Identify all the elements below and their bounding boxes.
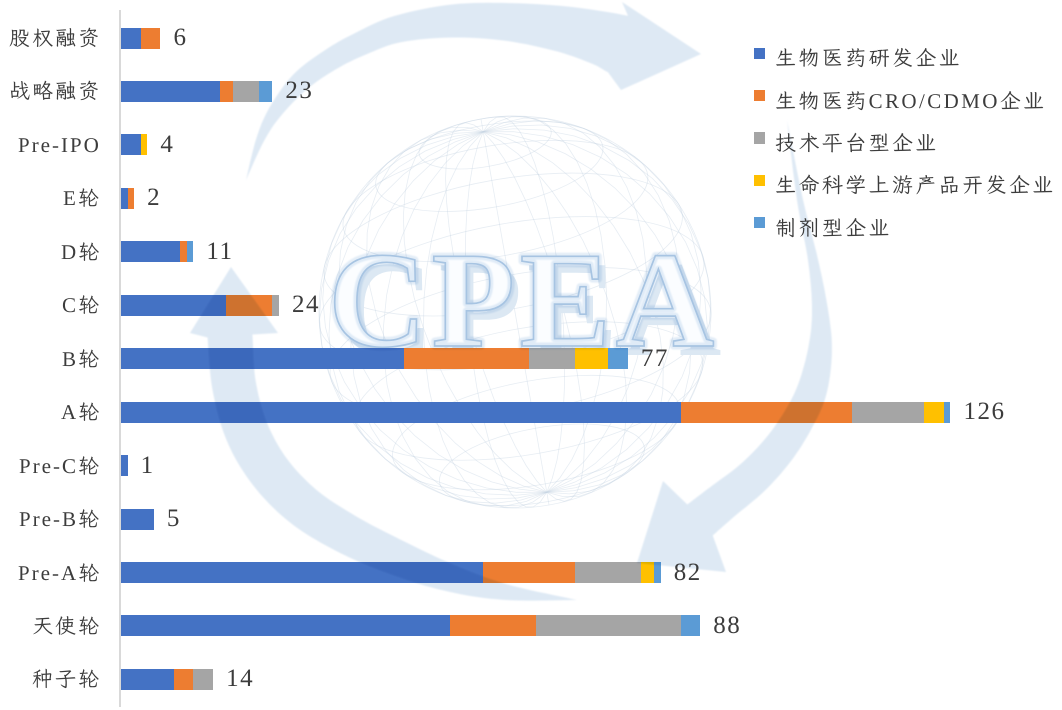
text-glyphs-path: [60, 402, 99, 422]
bar-segment: [575, 348, 609, 370]
text-glyphs: [18, 137, 99, 153]
value-label: 23: [285, 77, 314, 105]
category-label: [62, 289, 99, 319]
category-label: [62, 343, 99, 373]
text-glyphs-path: [33, 616, 99, 635]
value-label: 88: [713, 611, 742, 639]
bar-segment: [193, 668, 214, 690]
value-label: 6: [173, 24, 188, 51]
bar-segment: [575, 562, 642, 583]
value-label: 1: [140, 451, 155, 479]
text-glyphs-path: [62, 348, 99, 368]
bar-segment: [121, 27, 141, 49]
bar-segment: [450, 615, 536, 637]
text-glyphs: [33, 616, 99, 635]
y-axis-line: [119, 9, 121, 707]
text-glyphs-path: [9, 27, 98, 48]
bar-segment: [535, 615, 681, 637]
bar-segment: [851, 401, 925, 423]
text-glyphs-path: [19, 509, 99, 529]
category-label: [9, 75, 99, 105]
bar-segment: [943, 401, 951, 423]
category-label: [18, 129, 99, 159]
category-label: [60, 396, 99, 426]
bar-segment: [121, 134, 141, 156]
value-label: 5: [166, 505, 181, 533]
value-label: 126: [963, 398, 1006, 426]
text-glyphs-path: [10, 80, 98, 101]
text-glyphs-path: [19, 455, 99, 475]
text-glyphs-path: [62, 295, 99, 315]
bar-segment: [121, 241, 181, 263]
value-label: 11: [206, 237, 234, 265]
bar-segment: [121, 668, 174, 690]
text-glyphs: [62, 348, 99, 368]
bar-segment: [608, 348, 628, 370]
bar-segment: [121, 80, 220, 102]
text-glyphs: [19, 509, 99, 529]
bar-segment: [121, 615, 451, 637]
value-label: 24: [291, 291, 320, 319]
bar-segment: [924, 401, 944, 423]
text-glyphs-path: [32, 669, 99, 689]
text-glyphs: [18, 562, 99, 582]
value-label: 4: [160, 130, 175, 158]
text-glyphs: [9, 27, 98, 48]
category-label: [32, 663, 99, 693]
value-label: 82: [673, 558, 702, 586]
text-glyphs: [19, 455, 99, 475]
bar-segment: [140, 27, 161, 49]
text-glyphs: [60, 402, 99, 422]
category-label: [19, 503, 99, 533]
category-label: [19, 450, 99, 480]
text-glyphs: [10, 80, 98, 101]
text-glyphs-path: [18, 137, 99, 153]
bar-segment: [186, 241, 194, 263]
bar-segment: [654, 562, 661, 583]
bar-segment: [140, 134, 148, 156]
text-glyphs: [62, 295, 99, 315]
value-label: 2: [147, 184, 162, 212]
bar-segment: [219, 80, 233, 102]
bar-segment: [127, 187, 135, 209]
value-label: 14: [226, 665, 255, 693]
bar-segment: [121, 508, 154, 530]
bar-segment: [173, 668, 194, 690]
category-label: [9, 22, 99, 52]
text-glyphs: [61, 242, 99, 261]
category-label: [18, 557, 99, 587]
text-glyphs: [32, 669, 99, 689]
bar-segment: [180, 241, 187, 263]
category-label: [63, 182, 99, 212]
value-label: 77: [640, 344, 669, 372]
text-glyphs-path: [61, 242, 99, 261]
text-glyphs-path: [63, 188, 99, 208]
bar-segment: [121, 187, 128, 209]
text-glyphs: [63, 188, 99, 208]
bar-segment: [680, 615, 701, 637]
category-label: [32, 610, 99, 640]
category-label: [61, 236, 99, 266]
text-glyphs-path: [18, 562, 99, 582]
bar-segment: [121, 455, 128, 477]
